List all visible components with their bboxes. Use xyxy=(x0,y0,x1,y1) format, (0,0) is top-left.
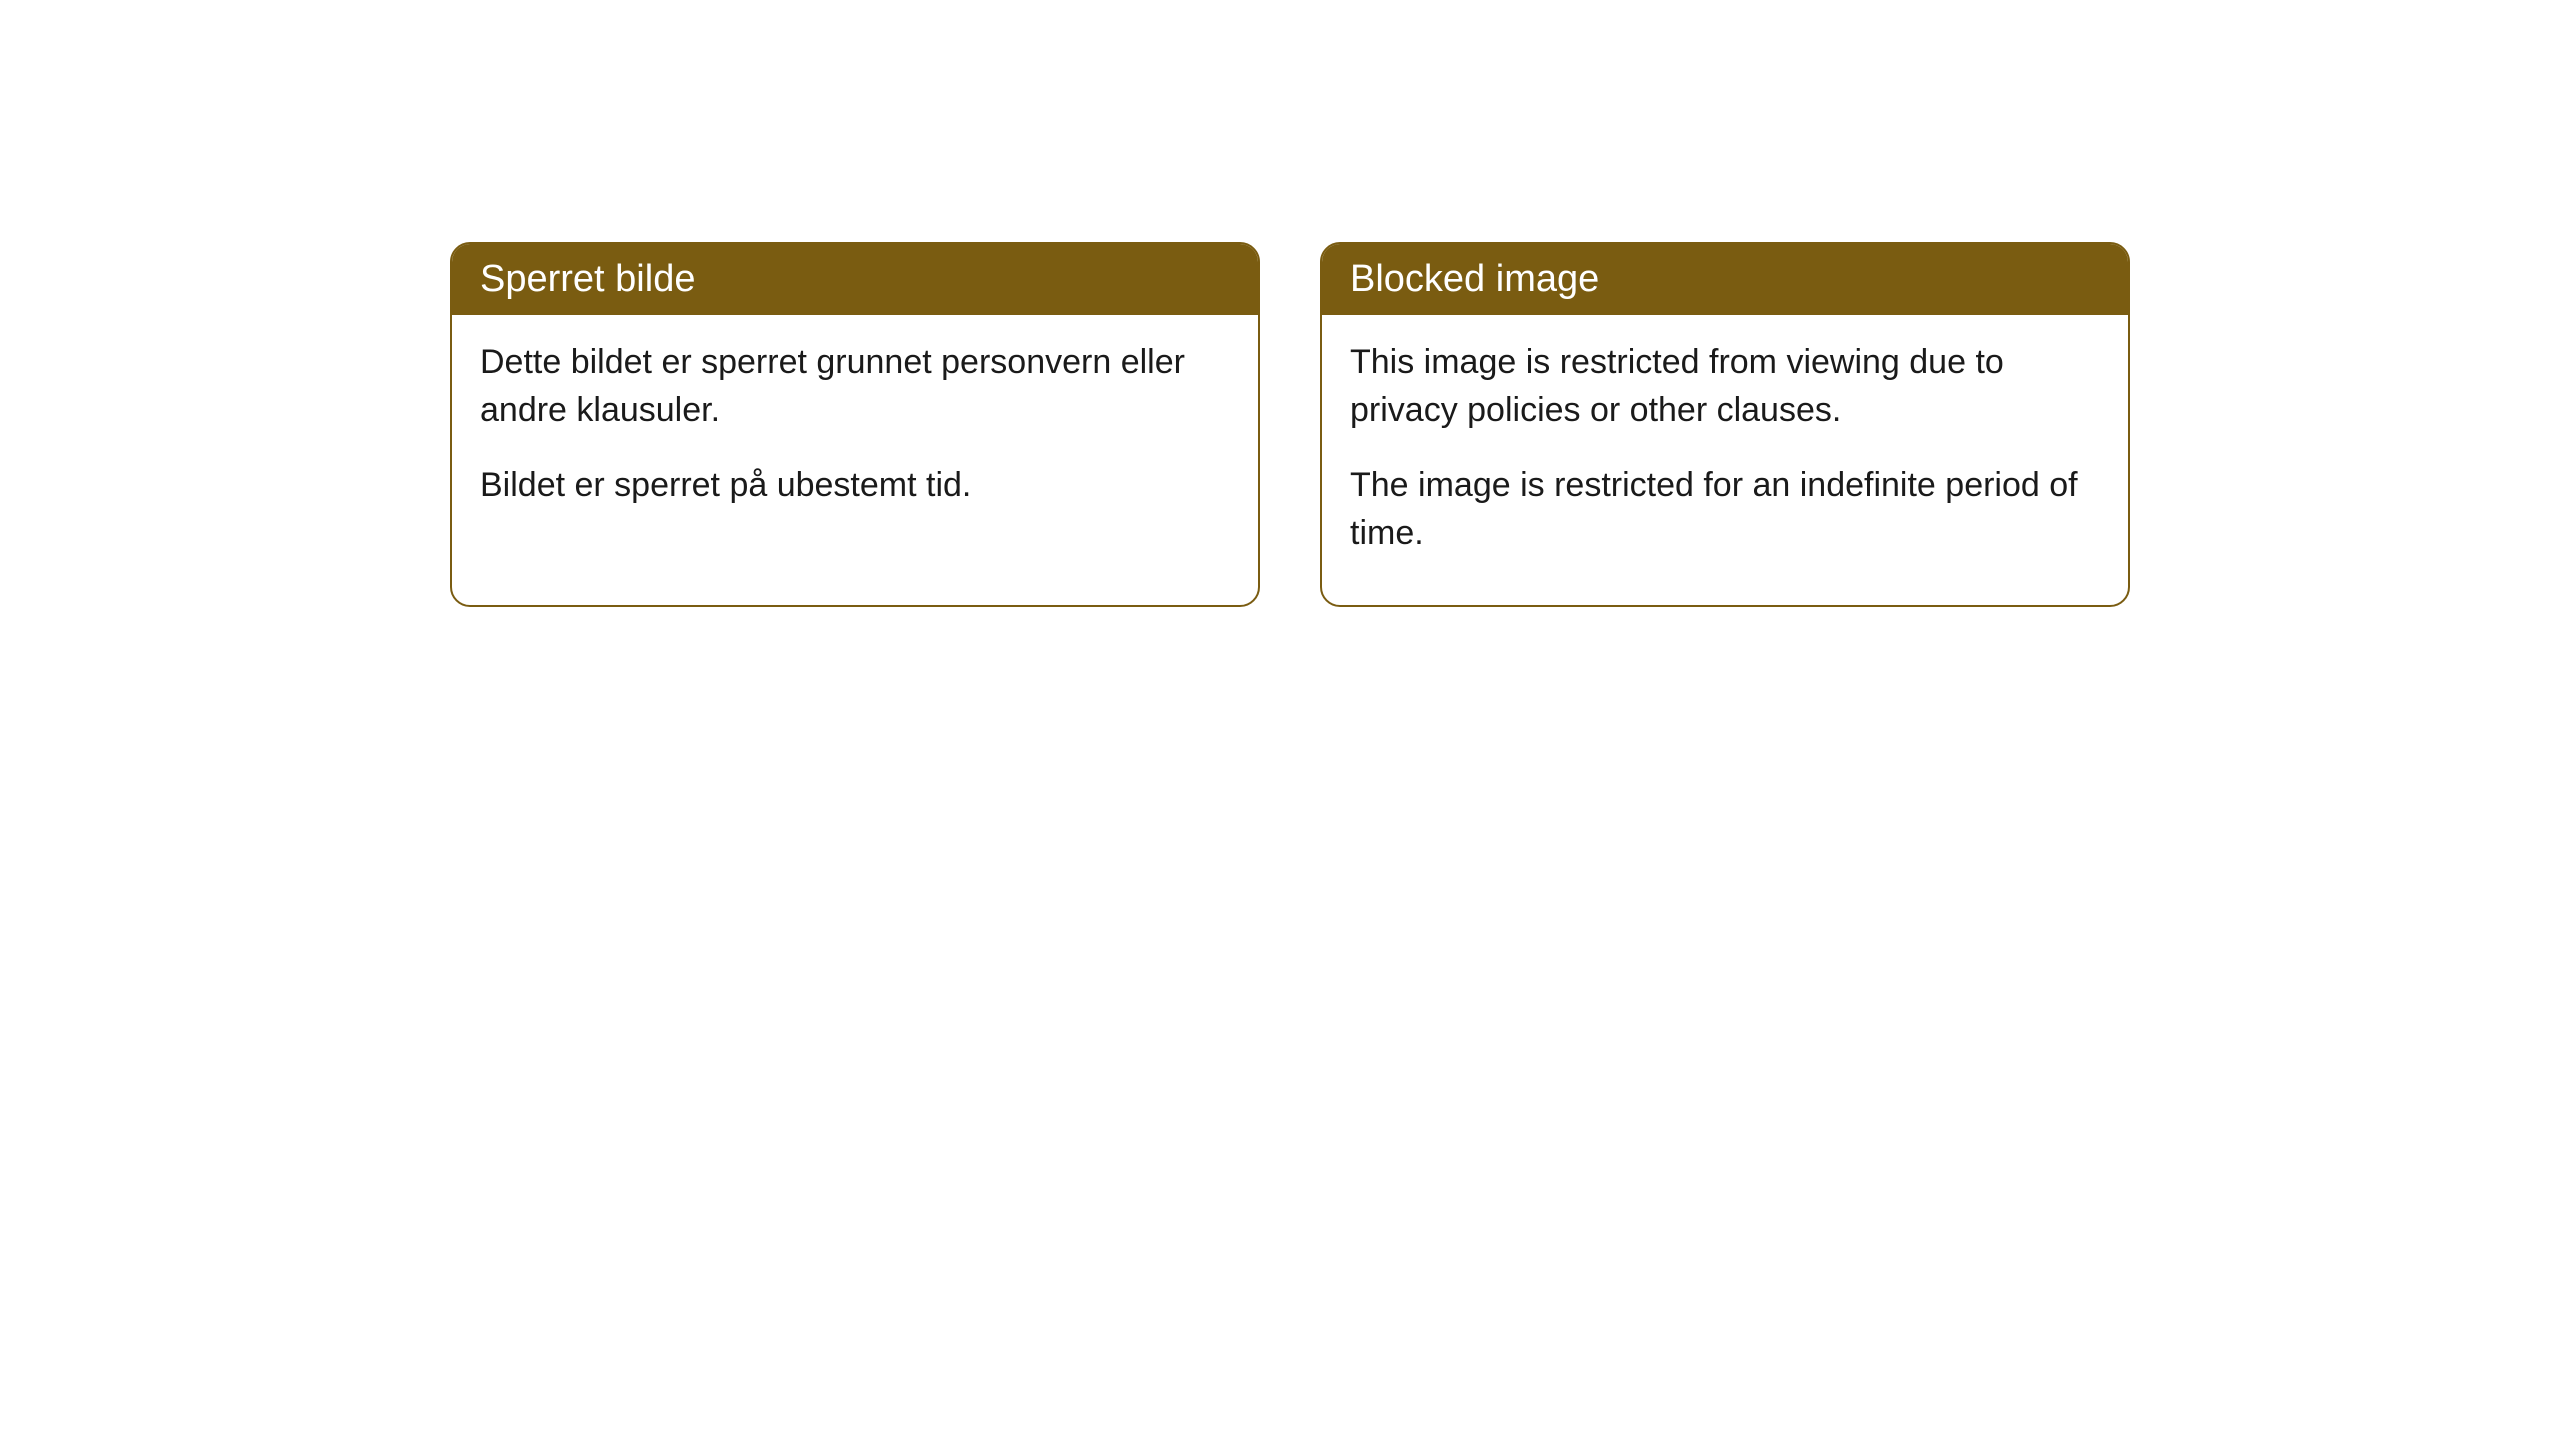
notice-cards-container: Sperret bilde Dette bildet er sperret gr… xyxy=(450,242,2130,607)
card-header-english: Blocked image xyxy=(1322,244,2128,315)
card-body-english: This image is restricted from viewing du… xyxy=(1322,315,2128,605)
card-title-norwegian: Sperret bilde xyxy=(480,258,695,300)
card-paragraph-2-english: The image is restricted for an indefinit… xyxy=(1350,462,2100,557)
card-body-norwegian: Dette bildet er sperret grunnet personve… xyxy=(452,315,1258,558)
blocked-image-card-norwegian: Sperret bilde Dette bildet er sperret gr… xyxy=(450,242,1260,607)
card-paragraph-1-english: This image is restricted from viewing du… xyxy=(1350,339,2100,434)
card-paragraph-1-norwegian: Dette bildet er sperret grunnet personve… xyxy=(480,339,1230,434)
card-title-english: Blocked image xyxy=(1350,258,1599,300)
card-header-norwegian: Sperret bilde xyxy=(452,244,1258,315)
card-paragraph-2-norwegian: Bildet er sperret på ubestemt tid. xyxy=(480,462,1230,510)
blocked-image-card-english: Blocked image This image is restricted f… xyxy=(1320,242,2130,607)
